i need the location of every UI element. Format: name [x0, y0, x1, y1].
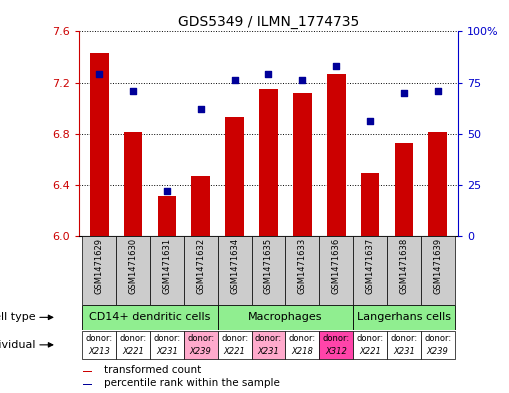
Bar: [421, 331, 455, 359]
Bar: [225, 117, 244, 236]
Bar: [361, 173, 379, 236]
Text: X231: X231: [156, 347, 178, 356]
Text: GSM1471635: GSM1471635: [264, 238, 273, 294]
Point: [163, 188, 171, 194]
Text: X231: X231: [393, 347, 415, 356]
Bar: [116, 236, 150, 305]
Bar: [319, 236, 353, 305]
Bar: [90, 53, 108, 236]
Bar: [124, 132, 143, 236]
Point: [434, 88, 442, 94]
Point: [366, 118, 374, 125]
Bar: [184, 236, 218, 305]
Bar: [327, 73, 346, 236]
Bar: [218, 305, 353, 330]
Bar: [116, 331, 150, 359]
Bar: [353, 331, 387, 359]
Text: donor:: donor:: [424, 334, 451, 343]
Text: X213: X213: [88, 347, 110, 356]
Text: GSM1471636: GSM1471636: [332, 238, 341, 294]
Text: CD14+ dendritic cells: CD14+ dendritic cells: [89, 312, 211, 322]
Text: donor:: donor:: [390, 334, 417, 343]
Bar: [353, 305, 455, 330]
Text: donor:: donor:: [221, 334, 248, 343]
Bar: [158, 196, 176, 236]
Bar: [319, 331, 353, 359]
Point: [95, 71, 103, 77]
Text: transformed count: transformed count: [103, 365, 201, 375]
Bar: [218, 331, 251, 359]
Bar: [82, 331, 116, 359]
Text: GSM1471633: GSM1471633: [298, 238, 307, 294]
Bar: [387, 331, 421, 359]
Bar: [82, 305, 218, 330]
Text: X231: X231: [258, 347, 279, 356]
Text: individual: individual: [0, 340, 36, 350]
Text: X239: X239: [190, 347, 212, 356]
Text: X221: X221: [359, 347, 381, 356]
Bar: [150, 331, 184, 359]
Point: [231, 77, 239, 84]
Text: GSM1471629: GSM1471629: [95, 238, 104, 294]
Bar: [251, 331, 286, 359]
Text: donor:: donor:: [255, 334, 282, 343]
Text: GSM1471632: GSM1471632: [196, 238, 205, 294]
Bar: [82, 236, 116, 305]
Bar: [286, 236, 319, 305]
Text: GSM1471638: GSM1471638: [400, 238, 408, 294]
Point: [400, 90, 408, 96]
Point: [264, 71, 272, 77]
Bar: [82, 384, 92, 385]
Bar: [82, 371, 92, 372]
Text: X221: X221: [223, 347, 245, 356]
Text: donor:: donor:: [323, 334, 350, 343]
Bar: [184, 331, 218, 359]
Bar: [286, 331, 319, 359]
Text: X239: X239: [427, 347, 449, 356]
Text: Macrophages: Macrophages: [248, 312, 323, 322]
Point: [298, 77, 306, 84]
Title: GDS5349 / ILMN_1774735: GDS5349 / ILMN_1774735: [178, 15, 359, 29]
Text: Langerhans cells: Langerhans cells: [357, 312, 451, 322]
Text: X218: X218: [292, 347, 314, 356]
Text: donor:: donor:: [153, 334, 181, 343]
Text: GSM1471630: GSM1471630: [129, 238, 137, 294]
Text: X221: X221: [122, 347, 144, 356]
Text: GSM1471637: GSM1471637: [365, 238, 375, 294]
Text: GSM1471634: GSM1471634: [230, 238, 239, 294]
Text: donor:: donor:: [120, 334, 147, 343]
Text: donor:: donor:: [289, 334, 316, 343]
Text: cell type: cell type: [0, 312, 36, 322]
Text: GSM1471639: GSM1471639: [433, 238, 442, 294]
Text: donor:: donor:: [86, 334, 113, 343]
Text: GSM1471631: GSM1471631: [162, 238, 172, 294]
Text: donor:: donor:: [356, 334, 384, 343]
Bar: [353, 236, 387, 305]
Bar: [259, 89, 278, 236]
Bar: [429, 132, 447, 236]
Text: donor:: donor:: [187, 334, 214, 343]
Point: [332, 63, 341, 69]
Text: X312: X312: [325, 347, 347, 356]
Text: percentile rank within the sample: percentile rank within the sample: [103, 378, 279, 388]
Bar: [293, 93, 312, 236]
Bar: [191, 176, 210, 236]
Point: [129, 88, 137, 94]
Bar: [150, 236, 184, 305]
Bar: [394, 143, 413, 236]
Bar: [387, 236, 421, 305]
Bar: [251, 236, 286, 305]
Point: [196, 106, 205, 112]
Bar: [218, 236, 251, 305]
Bar: [421, 236, 455, 305]
